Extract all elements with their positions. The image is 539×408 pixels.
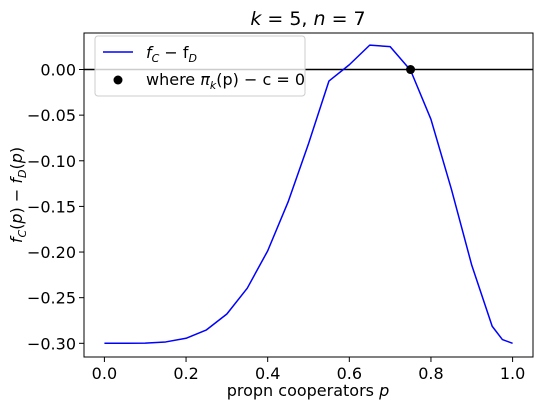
y-tick-label: −0.25 — [27, 289, 76, 308]
y-tick-label: 0.00 — [40, 61, 76, 80]
legend-marker-swatch — [113, 75, 123, 85]
x-axis-label: propn cooperators p — [227, 381, 390, 400]
chart-title: k = 5, n = 7 — [250, 8, 365, 30]
x-tick-label: 0.0 — [92, 364, 117, 383]
x-tick-label: 0.2 — [173, 364, 198, 383]
x-tick-label: 0.8 — [418, 364, 443, 383]
legend-entry-series: fC − fD — [146, 43, 197, 65]
y-tick-label: −0.10 — [27, 152, 76, 171]
x-tick-label: 0.4 — [255, 364, 280, 383]
x-tick-label: 0.6 — [337, 364, 362, 383]
legend-entry-points: where πk(p) − c = 0 — [146, 70, 305, 92]
series-line-0 — [104, 44, 513, 345]
y-tick-label: −0.30 — [27, 334, 76, 353]
x-axis-ticks: 0.0 0.2 0.4 0.6 0.8 1.0 — [92, 357, 525, 383]
legend-frame — [94, 35, 306, 97]
y-tick-label: −0.15 — [27, 197, 76, 216]
y-axis-label: fC(p) − fD(p) — [7, 147, 29, 243]
x-tick-label: 1.0 — [500, 364, 525, 383]
y-tick-label: −0.20 — [27, 243, 76, 262]
legend: fC − fD where πk(p) − c = 0 — [94, 35, 306, 97]
root-point — [406, 65, 416, 75]
axes-frame — [83, 32, 534, 358]
y-tick-label: −0.05 — [27, 106, 76, 125]
y-axis-ticks: 0.00 −0.05 −0.10 −0.15 −0.20 −0.25 −0.30 — [27, 61, 84, 353]
